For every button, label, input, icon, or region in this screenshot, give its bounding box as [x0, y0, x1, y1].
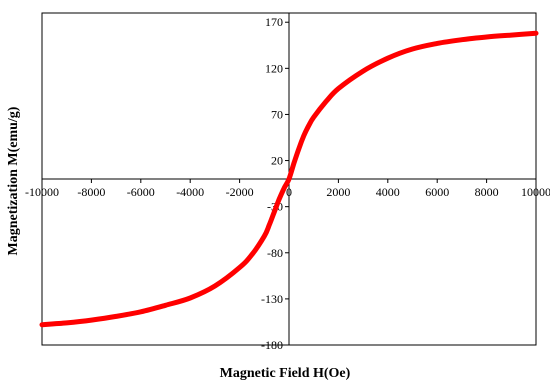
x-tick-label: 0: [286, 185, 292, 199]
y-tick-label: 170: [265, 15, 283, 29]
plot-area: -10000 -8000 -6000 -4000 -2000 0 2000 4000 6000 8…: [25, 12, 550, 352]
y-tick-label: -80: [267, 246, 283, 260]
y-tick-label: -180: [261, 338, 283, 352]
x-axis-title: Magnetic Field H(Oe): [220, 366, 351, 381]
y-tick-label: 20: [271, 154, 283, 168]
x-tick-label: 8000: [475, 185, 499, 199]
x-tick-label: 10000: [521, 185, 550, 199]
x-tick-label: 2000: [326, 185, 350, 199]
y-tick-label: 70: [271, 107, 283, 121]
x-tick-label: 6000: [425, 185, 449, 199]
x-tick-label: -8000: [77, 185, 105, 199]
x-tick-label: -6000: [127, 185, 155, 199]
y-axis-title: Magnetization M(emu/g): [6, 106, 21, 255]
x-tick-label: 4000: [376, 185, 400, 199]
x-tick-label: -4000: [176, 185, 204, 199]
y-tick-label: -130: [261, 292, 283, 306]
magnetization-curve: [39, 30, 539, 328]
y-tick-label: 120: [265, 61, 283, 75]
x-tick-label: -2000: [226, 185, 254, 199]
x-tick-label: -10000: [25, 185, 59, 199]
